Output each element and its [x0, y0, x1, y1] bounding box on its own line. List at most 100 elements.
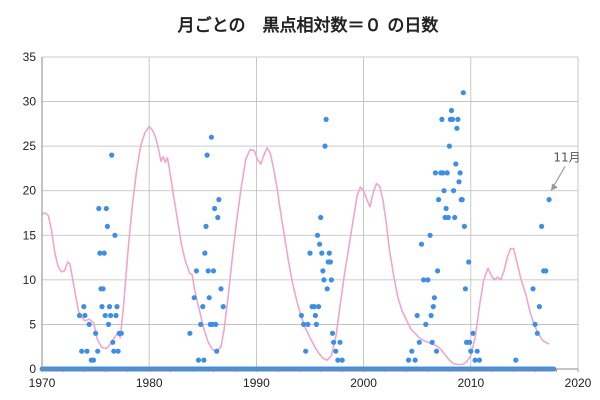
data-point [301, 321, 307, 327]
data-point [316, 304, 322, 310]
data-point [460, 90, 466, 96]
data-point [101, 250, 107, 256]
data-point [95, 348, 101, 354]
data-point [114, 304, 120, 310]
data-point [467, 339, 473, 345]
data-point [191, 295, 197, 301]
y-tick-label: 25 [23, 139, 37, 153]
data-point [472, 357, 478, 363]
data-point [84, 348, 90, 354]
y-tick-label: 20 [23, 184, 37, 198]
y-tick-label: 0 [29, 362, 36, 376]
y-tick-label: 30 [23, 95, 37, 109]
data-point [321, 277, 327, 283]
data-point [333, 348, 339, 354]
data-point [206, 295, 212, 301]
data-point [200, 304, 206, 310]
data-point [208, 134, 214, 140]
data-point [543, 268, 549, 274]
data-point [432, 170, 438, 176]
data-point [319, 250, 325, 256]
data-point [539, 223, 545, 229]
data-point [76, 312, 83, 319]
data-point [318, 214, 324, 221]
data-point [204, 152, 210, 158]
data-point [323, 116, 329, 122]
data-point [214, 348, 220, 354]
trend-line-layer [41, 125, 550, 366]
x-tick-label: 1970 [29, 376, 56, 390]
data-point [79, 348, 85, 354]
data-point [476, 357, 482, 363]
x-tick-label: 1980 [136, 376, 163, 390]
data-point [193, 268, 199, 274]
data-point [466, 259, 472, 265]
data-point [409, 348, 415, 354]
data-point [423, 321, 429, 327]
data-point [314, 232, 321, 238]
x-tick-label: 2010 [457, 376, 484, 390]
data-point [317, 241, 323, 247]
data-point [418, 241, 425, 247]
data-point [81, 304, 87, 310]
data-point [331, 339, 337, 345]
data-point [462, 286, 468, 292]
data-point [213, 321, 219, 327]
data-point [457, 170, 463, 176]
data-point [82, 312, 88, 319]
data-point [215, 214, 221, 221]
data-point [530, 286, 536, 292]
data-point [307, 250, 313, 256]
data-point [324, 286, 330, 292]
annotation-arrow-head [551, 183, 559, 191]
x-tick-label: 2020 [565, 376, 592, 390]
data-point [102, 312, 108, 319]
data-point [313, 321, 319, 327]
data-point [461, 223, 467, 229]
data-point [205, 268, 211, 274]
data-point [455, 116, 461, 122]
data-point [103, 205, 109, 212]
data-point [198, 321, 204, 327]
data-point [536, 304, 543, 310]
data-point [187, 330, 193, 336]
data-point [105, 321, 112, 327]
data-point [450, 116, 456, 122]
data-point [305, 321, 311, 327]
data-point [329, 330, 336, 336]
data-point [202, 250, 208, 256]
data-point [452, 214, 458, 221]
data-point [100, 286, 106, 292]
chart-title: 月ごとの 黒点相対数＝０ の日数 [177, 15, 440, 36]
data-point [337, 339, 343, 345]
data-point [474, 348, 480, 354]
y-tick-label: 35 [23, 50, 37, 64]
data-point [220, 304, 226, 310]
data-point [436, 197, 442, 203]
grid [41, 56, 579, 370]
data-point [312, 312, 318, 319]
data-point [212, 205, 218, 212]
data-point [97, 250, 103, 256]
data-point [335, 357, 341, 363]
y-tick-label: 10 [23, 273, 37, 287]
data-point [448, 107, 455, 114]
data-point [99, 304, 105, 310]
data-point [111, 348, 117, 354]
data-point [431, 295, 437, 301]
data-point [115, 348, 121, 354]
data-point [414, 312, 420, 319]
data-point [311, 304, 317, 310]
data-point [201, 357, 207, 363]
data-point [104, 223, 110, 229]
data-point [425, 277, 431, 283]
data-point [218, 286, 224, 292]
scatter-points [39, 90, 557, 372]
annotation-label: 11月 [553, 150, 580, 164]
data-point [459, 197, 465, 203]
data-point [110, 339, 116, 345]
data-point [108, 312, 114, 319]
data-point [322, 143, 328, 149]
data-point [109, 152, 115, 158]
